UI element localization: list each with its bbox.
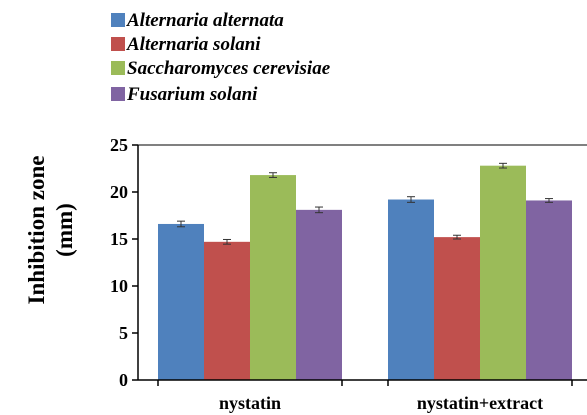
y-tick-label: 15 [110,229,128,249]
legend-swatch [111,87,125,101]
legend-item: Alternaria alternata [111,10,284,31]
bar [250,175,296,380]
bar [204,241,250,380]
legend-swatch [111,37,125,51]
error-bar [223,238,231,245]
error-bar [315,206,323,214]
legend-item: Alternaria solani [111,34,261,55]
legend-label: Alternaria alternata [126,10,284,31]
x-tick-label: nystatin+extract [417,393,543,413]
error-bar [407,196,415,203]
legend-swatch [111,13,125,27]
y-tick-label: 10 [110,276,128,296]
bar [434,237,480,380]
legend-item: Saccharomyces cerevisiae [111,58,331,79]
legend-label: Saccharomyces cerevisiae [127,58,331,79]
y-tick-label: 0 [119,370,128,390]
legend-swatch [111,61,125,75]
bar [526,200,572,380]
legend-label: Fusarium solani [126,84,258,105]
error-bar [545,198,553,203]
y-axis: 0 5 10 15 20 25 [110,135,138,390]
bar [296,209,342,380]
y-tick-label: 5 [119,323,128,343]
y-axis-title-unit: (mm) [52,203,77,257]
error-bar [453,234,461,240]
error-bar [177,220,185,228]
plot-area [137,144,587,381]
error-bar [269,172,277,178]
y-tick-label: 20 [110,182,128,202]
y-tick-label: 25 [110,135,128,155]
x-tick-label: nystatin [219,393,281,413]
legend-label: Alternaria solani [126,34,261,55]
bar [158,223,204,380]
y-axis-title: Inhibition zone (mm) [24,156,77,305]
legend-item: Fusarium solani [111,84,258,105]
bar [480,165,526,380]
y-axis-title-main: Inhibition zone [24,156,49,305]
error-bar [499,162,507,169]
x-axis: nystatin nystatin+extract [157,380,573,413]
legend: Alternaria alternata Alternaria solani Sac… [111,10,331,105]
bar [388,199,434,380]
